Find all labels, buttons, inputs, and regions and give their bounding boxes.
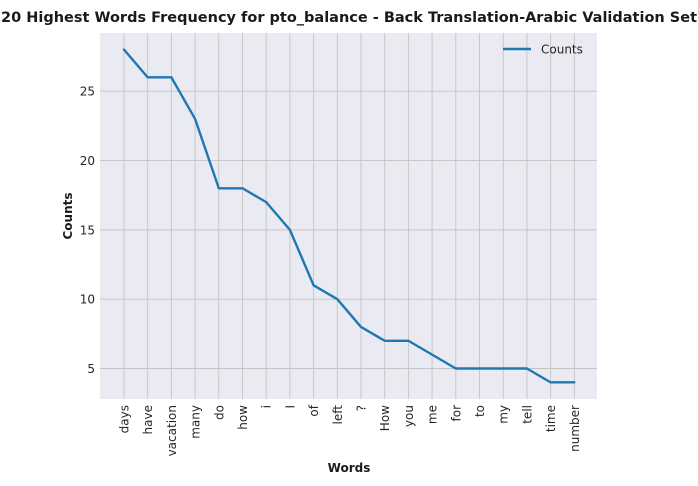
x-tick-label: many: [189, 405, 203, 439]
x-tick-label: for: [449, 405, 463, 422]
x-tick-label: have: [141, 405, 155, 434]
y-axis-ticks: 5 10 15 20 25: [80, 85, 95, 376]
plot-area: [100, 33, 597, 399]
x-tick-label: time: [544, 405, 558, 432]
x-tick-label: how: [236, 405, 250, 430]
x-tick-label: tell: [520, 405, 534, 424]
x-tick-label: left: [331, 405, 345, 425]
series-line-counts: [122, 48, 576, 384]
y-axis-title: Counts: [61, 192, 75, 239]
x-tick-label: to: [473, 405, 487, 417]
y-tick-label: 15: [80, 223, 95, 237]
y-tick-label: 5: [87, 362, 95, 376]
chart-title: 20 Highest Words Frequency for pto_balan…: [1, 10, 697, 26]
x-axis-title: Words: [328, 461, 371, 475]
y-tick-label: 25: [80, 85, 95, 99]
y-tick-label: 10: [80, 293, 95, 307]
legend: Counts: [503, 43, 583, 57]
x-tick-label: i: [260, 405, 274, 408]
x-tick-label: do: [212, 405, 226, 420]
x-tick-label: I: [283, 405, 297, 409]
x-tick-label: How: [378, 405, 392, 431]
x-tick-label: my: [497, 405, 511, 424]
x-tick-label: vacation: [165, 405, 179, 456]
grid: [100, 33, 597, 399]
x-tick-label: me: [426, 405, 440, 424]
x-tick-label: of: [307, 404, 321, 416]
y-tick-label: 20: [80, 154, 95, 168]
x-tick-label: days: [118, 405, 132, 433]
x-tick-label: number: [568, 405, 582, 452]
legend-label-counts: Counts: [541, 43, 583, 57]
x-tick-label: ?: [355, 405, 369, 411]
x-tick-label: you: [402, 405, 416, 427]
